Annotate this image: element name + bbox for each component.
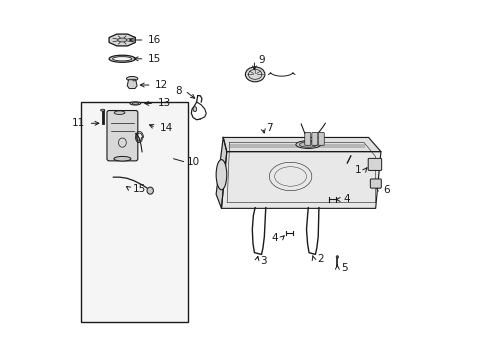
Text: 3: 3 (260, 256, 266, 266)
Ellipse shape (132, 103, 138, 104)
Ellipse shape (118, 38, 126, 42)
Text: 16: 16 (148, 35, 161, 45)
Text: 2: 2 (317, 254, 323, 264)
Polygon shape (223, 138, 380, 152)
FancyBboxPatch shape (304, 132, 310, 145)
Text: 4: 4 (271, 234, 277, 243)
Ellipse shape (109, 55, 135, 62)
Text: 4: 4 (343, 194, 350, 204)
Ellipse shape (216, 159, 226, 190)
Text: 6: 6 (383, 185, 389, 195)
Polygon shape (109, 34, 135, 46)
Ellipse shape (245, 67, 264, 82)
Polygon shape (216, 138, 226, 208)
Text: 13: 13 (157, 98, 171, 108)
Polygon shape (221, 152, 380, 208)
Ellipse shape (147, 187, 153, 194)
Text: 7: 7 (266, 122, 272, 132)
Ellipse shape (114, 157, 131, 161)
Text: 14: 14 (159, 122, 172, 132)
Text: 1: 1 (354, 165, 361, 175)
FancyBboxPatch shape (367, 158, 381, 170)
Ellipse shape (101, 109, 104, 111)
Ellipse shape (112, 57, 132, 61)
Ellipse shape (133, 79, 135, 81)
Ellipse shape (126, 77, 138, 81)
Ellipse shape (114, 111, 124, 114)
FancyBboxPatch shape (107, 111, 138, 161)
Text: 10: 10 (187, 157, 200, 167)
Text: 11: 11 (72, 118, 85, 128)
Text: 15: 15 (133, 184, 146, 194)
FancyBboxPatch shape (318, 132, 324, 145)
Bar (81, 102, 187, 322)
Text: 8: 8 (174, 86, 181, 96)
Polygon shape (127, 80, 137, 89)
Ellipse shape (130, 102, 141, 105)
Text: 15: 15 (148, 54, 161, 64)
Text: 12: 12 (155, 80, 168, 90)
FancyBboxPatch shape (311, 132, 317, 145)
Ellipse shape (335, 256, 338, 258)
Text: 5: 5 (340, 263, 347, 273)
FancyBboxPatch shape (369, 179, 381, 188)
Ellipse shape (193, 107, 196, 112)
Ellipse shape (295, 141, 320, 148)
Ellipse shape (299, 142, 317, 147)
Text: 9: 9 (258, 55, 264, 65)
